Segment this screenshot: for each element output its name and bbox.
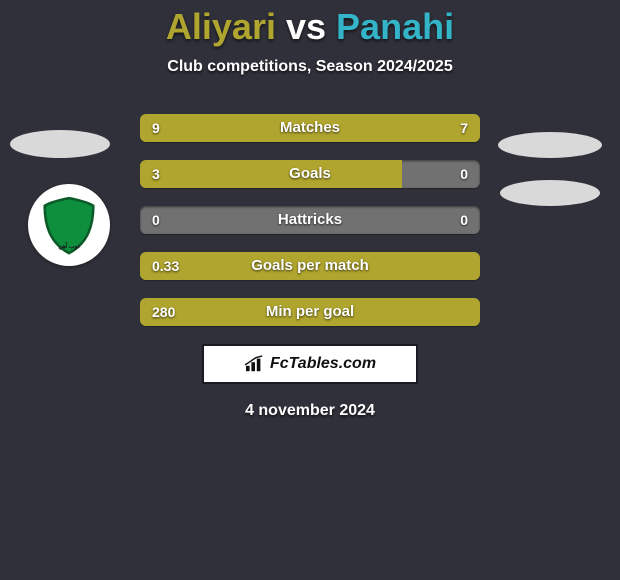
page-title: Aliyari vs Panahi	[0, 0, 620, 48]
bar-chart-icon	[244, 355, 266, 373]
placeholder-ellipse-right-top	[498, 132, 602, 158]
stat-row: 97Matches	[140, 114, 480, 142]
player-left-name: Aliyari	[166, 6, 276, 47]
club-badge: ذوب آهن	[28, 184, 110, 266]
vs-text: vs	[286, 6, 326, 47]
brand-text: FcTables.com	[270, 355, 376, 373]
subtitle: Club competitions, Season 2024/2025	[0, 58, 620, 76]
stat-row: 30Goals	[140, 160, 480, 188]
stat-label: Min per goal	[140, 298, 480, 326]
stat-label: Goals	[140, 160, 480, 188]
date-text: 4 november 2024	[0, 402, 620, 420]
club-logo-icon: ذوب آهن	[37, 193, 101, 257]
stat-label: Goals per match	[140, 252, 480, 280]
stat-label: Hattricks	[140, 206, 480, 234]
stat-label: Matches	[140, 114, 480, 142]
stat-row: 0.33Goals per match	[140, 252, 480, 280]
comparison-stage: ذوب آهن 97Matches 30Goals 00Hattricks 0.33G…	[0, 114, 620, 420]
player-right-name: Panahi	[336, 6, 454, 47]
brand-box[interactable]: FcTables.com	[202, 344, 418, 384]
stat-row: 280Min per goal	[140, 298, 480, 326]
placeholder-ellipse-right-mid	[500, 180, 600, 206]
stat-row: 00Hattricks	[140, 206, 480, 234]
placeholder-ellipse-left	[10, 130, 110, 158]
